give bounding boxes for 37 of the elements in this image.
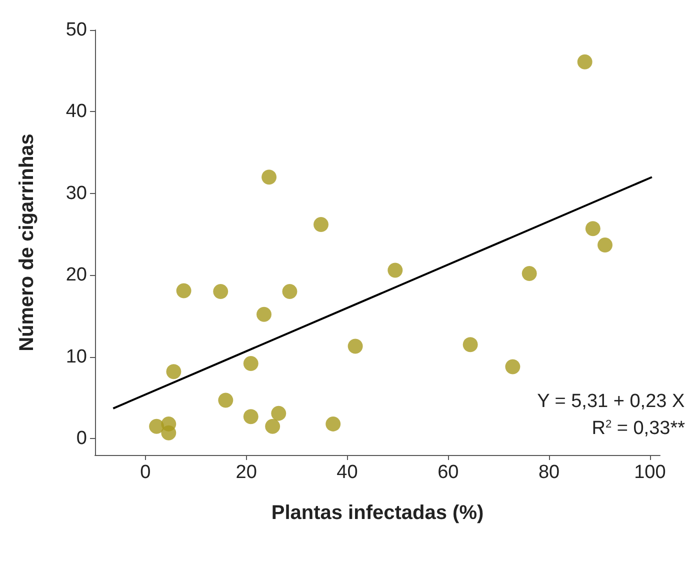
x-tick-label: 80 — [538, 462, 560, 483]
point — [166, 364, 182, 380]
point — [176, 283, 192, 298]
x-tick-label: 100 — [634, 462, 666, 483]
point — [522, 266, 537, 282]
y-axis-title: Número de cigarrinhas — [16, 134, 38, 352]
y-tick-label: 0 — [76, 428, 87, 450]
point — [213, 284, 228, 300]
annotation: Y = 5,31 + 0,23 X — [537, 391, 685, 412]
y-tick-label: 10 — [66, 346, 87, 368]
y-tick-label: 50 — [66, 20, 87, 40]
point — [218, 392, 234, 408]
point — [326, 416, 341, 432]
point — [262, 170, 277, 185]
point — [243, 409, 258, 424]
point — [243, 356, 258, 371]
y-tick-label: 20 — [66, 264, 87, 286]
point — [314, 217, 328, 232]
point — [265, 418, 280, 434]
x-tick-label: 40 — [336, 462, 358, 483]
point — [388, 262, 403, 278]
point — [585, 221, 600, 236]
point — [256, 306, 272, 322]
point — [282, 284, 298, 300]
x-tick-label: 20 — [236, 462, 257, 483]
point — [505, 359, 520, 374]
y-tick-label: 40 — [66, 101, 87, 122]
x-tick-label: 0 — [140, 462, 151, 483]
x-tick-label: 60 — [438, 462, 459, 483]
point — [598, 237, 613, 252]
x-axis-title: Plantas infectadas (%) — [271, 502, 484, 524]
point — [161, 425, 176, 440]
point — [577, 54, 592, 70]
point — [348, 338, 363, 354]
point — [271, 406, 286, 421]
point — [462, 337, 478, 352]
y-tick-label: 30 — [66, 182, 87, 204]
